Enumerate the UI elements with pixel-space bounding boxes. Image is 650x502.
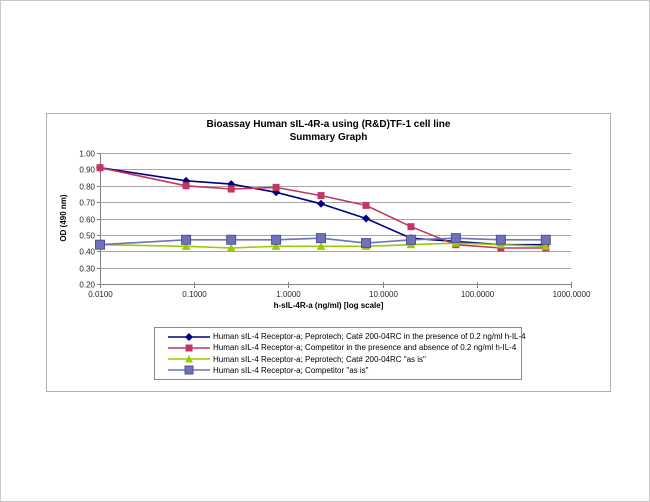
data-point-marker [227, 185, 235, 193]
legend-item: Human sIL-4 Receptor-a; Competitor in th… [168, 343, 517, 353]
data-point-marker [316, 242, 326, 250]
y-tick-label: 0.80 [79, 183, 95, 192]
x-axis-title: h-sIL-4R-a (ng/ml) [log scale] [273, 301, 384, 310]
chart-title-line2: Summary Graph [289, 132, 368, 143]
y-tick-label: 0.60 [79, 216, 95, 225]
figure-border [46, 113, 611, 392]
chart-title: Bioassay Human sIL-4R-a using (R&D)TF-1 … [46, 118, 611, 144]
legend-label: Human sIL-4 Receptor-a; Competitor in th… [213, 343, 517, 353]
x-tick-label: 0.1000 [182, 290, 207, 299]
legend-label: Human sIL-4 Receptor-a; Competitor "as i… [213, 365, 369, 375]
legend-box: Human sIL-4 Receptor-a; Peprotech; Cat# … [154, 327, 526, 380]
data-point-marker [316, 233, 327, 244]
data-point-marker [95, 239, 105, 250]
data-point-marker [541, 242, 551, 250]
data-point-marker [362, 201, 370, 209]
legend-label: Human sIL-4 Receptor-a; Peprotech; Cat# … [213, 354, 426, 364]
data-point-marker [272, 183, 280, 191]
legend-item: Human sIL-4 Receptor-a; Peprotech; Cat# … [168, 332, 526, 342]
x-tick-label: 100.0000 [461, 290, 495, 299]
data-point-marker [181, 242, 191, 250]
data-point-marker [271, 242, 281, 250]
x-tick-label: 1000.0000 [553, 290, 591, 299]
legend-series-marker-icon [168, 365, 210, 375]
data-point-marker [271, 234, 282, 245]
data-point-marker [405, 234, 416, 245]
data-point-marker [450, 233, 461, 244]
series-line-3 [99, 237, 546, 246]
data-point-marker [317, 199, 326, 208]
legend-label: Human sIL-4 Receptor-a; Peprotech; Cat# … [213, 332, 526, 342]
data-point-marker [407, 223, 415, 231]
legend-series-marker-icon [168, 355, 210, 363]
legend-series-marker-icon [168, 344, 210, 352]
x-tick-label: 10.0000 [369, 290, 398, 299]
y-tick-label: 0.50 [79, 232, 95, 241]
data-point-marker [362, 214, 371, 223]
y-tick-label: 0.20 [79, 281, 95, 290]
legend-series-marker-icon [168, 332, 210, 341]
legend-item: Human sIL-4 Receptor-a; Competitor "as i… [168, 365, 517, 375]
data-point-marker [495, 234, 506, 245]
series-line-1 [99, 166, 546, 249]
series-line-0 [99, 166, 546, 246]
data-point-marker [226, 243, 236, 252]
x-tick-label: 1.0000 [276, 290, 301, 299]
legend-item: Human sIL-4 Receptor-a; Peprotech; Cat# … [168, 354, 517, 364]
data-point-marker [96, 164, 104, 172]
series-line-2 [99, 242, 546, 249]
data-point-marker [361, 238, 372, 249]
data-point-marker [182, 182, 190, 190]
y-tick-label: 0.40 [79, 248, 95, 257]
data-point-marker [540, 234, 551, 245]
y-tick-label: 0.90 [79, 166, 95, 175]
y-tick-label: 0.70 [79, 199, 95, 208]
y-tick-label: 1.00 [79, 150, 95, 159]
data-point-marker [181, 234, 192, 245]
chart-title-line1: Bioassay Human sIL-4R-a using (R&D)TF-1 … [206, 119, 451, 130]
x-tick-label: 0.0100 [88, 290, 113, 299]
y-tick-label: 0.30 [79, 265, 95, 274]
data-point-marker [226, 234, 237, 245]
data-point-marker [317, 192, 325, 200]
